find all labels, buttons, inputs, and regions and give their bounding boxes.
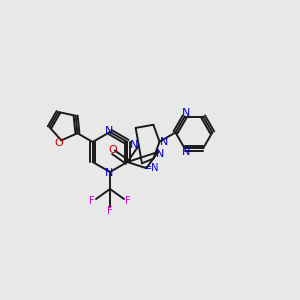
Text: =N: =N <box>144 163 159 173</box>
Text: N: N <box>160 137 169 147</box>
Text: N: N <box>130 140 138 150</box>
Text: F: F <box>89 196 95 206</box>
Text: N: N <box>105 168 113 178</box>
Text: N: N <box>182 147 190 158</box>
Text: N: N <box>156 149 164 159</box>
Text: F: F <box>107 206 113 216</box>
Text: N: N <box>182 107 190 118</box>
Text: N: N <box>105 126 113 136</box>
Text: O: O <box>54 138 63 148</box>
Text: O: O <box>108 145 117 155</box>
Text: F: F <box>125 196 131 206</box>
